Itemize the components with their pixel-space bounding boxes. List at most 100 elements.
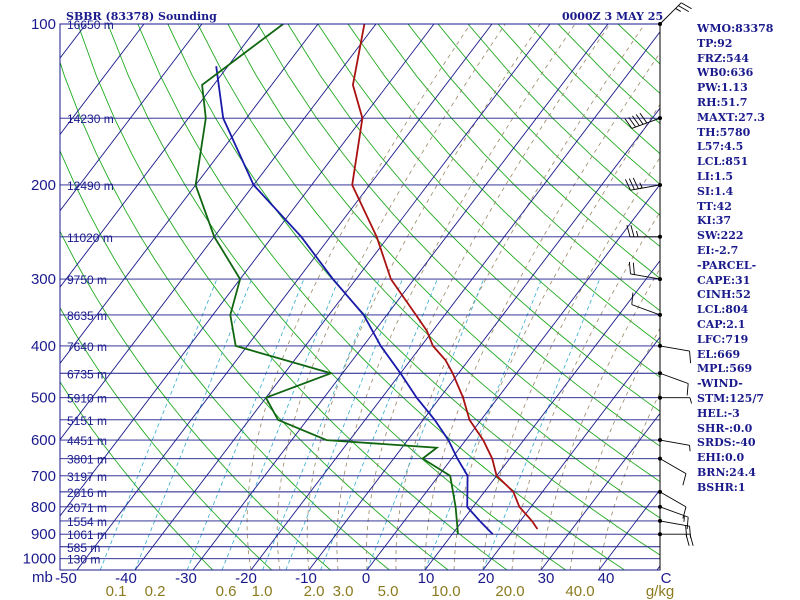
mixing-ratio-tick-label: 0.1 [106, 583, 127, 600]
index-line: LCL:851 [697, 155, 749, 169]
index-line: TT:42 [697, 199, 732, 213]
dry-adiabat [167, 24, 660, 556]
isotherm [60, 24, 435, 517]
index-line: MPL:569 [697, 362, 753, 376]
wind-barb-flag [632, 262, 635, 275]
wind-barb-flag [685, 534, 690, 546]
index-line: -PARCEL- [697, 258, 757, 272]
height-label: 3801 m [67, 453, 107, 467]
wind-barb-flag [686, 517, 689, 530]
height-label: 2071 m [67, 501, 107, 515]
temperature-tick-label: -40 [115, 570, 137, 587]
dry-adiabat [60, 230, 331, 570]
height-label: 4451 m [67, 434, 107, 448]
mixing-ratio-line [482, 278, 601, 570]
wind-barb-shaft [659, 458, 687, 475]
dry-adiabat [60, 60, 449, 570]
isotherm [60, 24, 377, 441]
isotherm [60, 24, 319, 365]
plot-background [60, 24, 660, 570]
dry-adiabat [60, 306, 272, 570]
wind-barb-shaft [630, 184, 661, 191]
moist-adiabat [336, 24, 576, 570]
moist-adiabat [395, 24, 646, 570]
mixing-ratio-line [262, 278, 380, 570]
pressure-tick-label: 200 [31, 177, 56, 194]
index-line: STM:125/7 [697, 391, 764, 405]
isotherm [482, 336, 660, 570]
mixing-ratio-tick-label: 40.0 [565, 583, 594, 600]
dry-adiabat [197, 24, 660, 519]
wind-barb-flag [632, 115, 640, 126]
dry-adiabat [257, 24, 660, 447]
index-line: PW:1.13 [697, 81, 748, 95]
mixing-ratio-tick-label: 20.0 [495, 583, 524, 600]
index-line: BRN:24.4 [697, 465, 756, 479]
wind-barb-half-flag [689, 445, 691, 452]
index-line: WMO:83378 [697, 22, 774, 35]
wind-barb-shaft [659, 439, 690, 446]
isotherm [192, 24, 609, 570]
pressure-tick-label: 700 [31, 468, 56, 485]
isotherm [134, 24, 551, 570]
dry-adiabat [287, 24, 660, 412]
index-line: RH:51.7 [697, 95, 748, 109]
temperature-line [351, 24, 539, 530]
wind-barb-flag [628, 116, 636, 128]
index-line: L57:4.5 [697, 140, 744, 154]
dry-adiabat [107, 24, 566, 570]
pressure-tick-label: 1000 [23, 551, 56, 568]
pressure-tick-label: 900 [31, 526, 56, 543]
height-label: 130 m [67, 553, 100, 567]
index-line: HEL:-3 [697, 406, 740, 420]
height-label: 16650 m [67, 18, 114, 32]
height-label: 585 m [67, 541, 100, 555]
moist-adiabat [366, 24, 611, 570]
height-label: 11020 m [67, 231, 113, 245]
mixing-ratio-line [424, 278, 543, 570]
mixing-ratio-tick-label: 5.0 [378, 583, 399, 600]
temperature-tick-label: 30 [538, 570, 555, 587]
height-label: 1061 m [67, 528, 107, 542]
mixing-ratio-line [320, 278, 438, 570]
wind-barb-half-flag [675, 8, 681, 12]
wind-barb-shaft [631, 304, 661, 316]
mixing-ratio-tick-label: 0.2 [145, 583, 166, 600]
wind-barb-half-flag [639, 182, 643, 189]
index-line: SW:222 [697, 229, 744, 243]
mixing-ratio-tick-label: 10.0 [431, 583, 460, 600]
isotherm [366, 183, 660, 570]
mixing-ratio-tick-label: 0.6 [216, 583, 237, 600]
index-line: SHR-:0.0 [697, 421, 753, 435]
index-line: CAPE:31 [697, 273, 751, 287]
pressure-tick-label: 300 [31, 271, 56, 288]
wind-barb-flag [686, 383, 689, 396]
wind-barb-flag [624, 118, 633, 129]
height-label: 7640 m [67, 340, 107, 354]
dry-adiabat [60, 381, 214, 570]
height-label: 9750 m [67, 273, 107, 287]
wind-barb-flag [628, 261, 631, 274]
wind-barb-flag [689, 351, 692, 364]
wind-barb-flag [635, 114, 644, 125]
index-line: CINH:52 [697, 288, 751, 302]
wind-barb-flag [631, 292, 634, 305]
temperature-tick-label: 10 [418, 570, 435, 587]
wind-barb-flag [632, 177, 639, 189]
index-line: FRZ:544 [697, 51, 750, 65]
wind-barb-half-flag [636, 230, 639, 237]
dry-adiabat [347, 24, 660, 345]
wind-barb-half-flag [683, 515, 685, 522]
moist-adiabat [306, 24, 541, 570]
wind-barb-flag [689, 534, 694, 546]
wind-barb-flag [678, 5, 690, 13]
isotherm [60, 24, 145, 136]
isotherm [250, 31, 660, 570]
dry-adiabat [377, 24, 660, 312]
dewpoint-line [194, 24, 459, 535]
dry-adiabat [437, 24, 660, 248]
isotherm [308, 107, 660, 570]
wind-barb-shaft [631, 117, 661, 129]
height-label: 1554 m [67, 515, 107, 529]
